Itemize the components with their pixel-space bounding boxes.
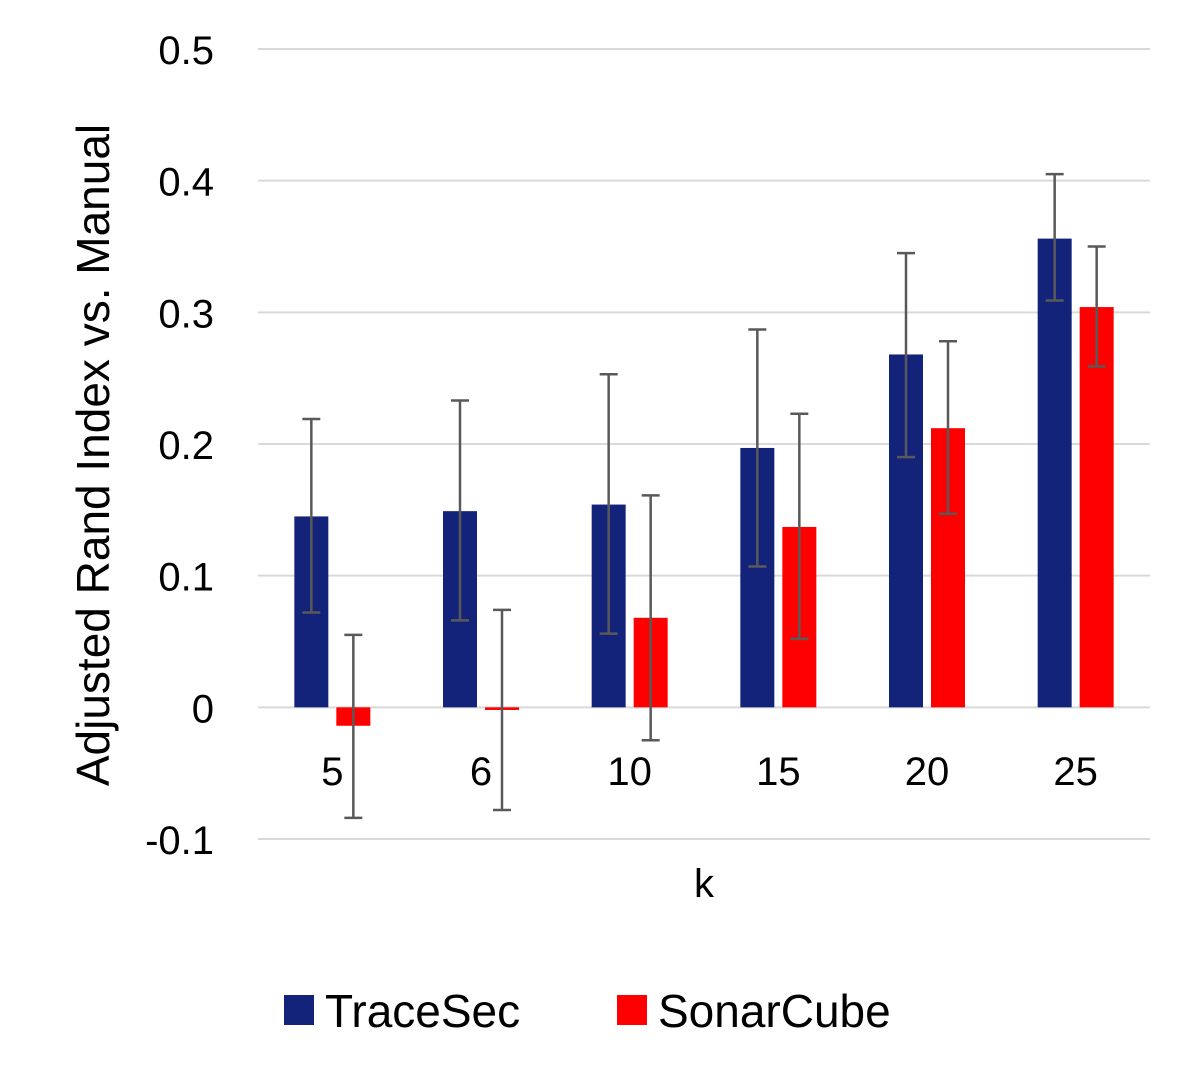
- x-tick-label: 20: [905, 750, 950, 794]
- bar-tracesec-25: [1037, 238, 1072, 708]
- y-tick-label: 0.4: [158, 161, 214, 205]
- y-axis-label: Adjusted Rand Index vs. Manual: [67, 124, 119, 786]
- error-bar-tracesec-6: [451, 399, 469, 622]
- legend-swatch: [284, 995, 314, 1025]
- error-bars: [302, 172, 1106, 820]
- error-bar-sonarcube-10: [641, 494, 660, 742]
- error-bar-tracesec-15: [748, 328, 767, 568]
- x-tick-label: 6: [470, 750, 492, 794]
- error-bar-sonarcube-6: [493, 608, 511, 812]
- y-tick-label: -0.1: [145, 819, 214, 863]
- y-tick-label: 0.5: [158, 29, 214, 73]
- x-tick-label: 5: [321, 750, 343, 794]
- x-axis-label: k: [694, 862, 715, 906]
- legend-item-sonarcube: SonarCube: [617, 985, 891, 1037]
- x-tick-label: 15: [756, 750, 801, 794]
- y-tick-label: 0: [192, 687, 214, 731]
- error-bar-tracesec-25: [1045, 172, 1064, 302]
- legend-label: TraceSec: [325, 985, 520, 1037]
- y-tick-label: 0.2: [158, 424, 214, 468]
- x-tick-label: 25: [1053, 750, 1098, 794]
- error-bar-sonarcube-20: [939, 340, 957, 516]
- error-bar-tracesec-5: [302, 417, 321, 614]
- bar-sonarcube-25: [1079, 307, 1114, 708]
- y-tick-label: 0.3: [158, 292, 214, 336]
- legend-item-tracesec: TraceSec: [284, 985, 520, 1037]
- error-bar-sonarcube-15: [790, 412, 809, 641]
- legend: TraceSec SonarCube: [284, 985, 891, 1037]
- x-axis-ticks: 5 6 10 15 20 25: [321, 750, 1098, 794]
- error-bar-sonarcube-5: [344, 633, 363, 820]
- y-tick-label: 0.1: [158, 556, 214, 600]
- error-bar-sonarcube-25: [1087, 245, 1106, 368]
- legend-swatch: [617, 995, 647, 1025]
- error-bar-tracesec-10: [599, 372, 618, 635]
- y-axis-ticks: -0.1 0 0.1 0.2 0.3 0.4 0.5: [145, 29, 214, 863]
- x-tick-label: 10: [607, 750, 652, 794]
- legend-label: SonarCube: [658, 985, 891, 1037]
- gridlines: [258, 48, 1150, 840]
- error-bar-tracesec-20: [897, 251, 915, 459]
